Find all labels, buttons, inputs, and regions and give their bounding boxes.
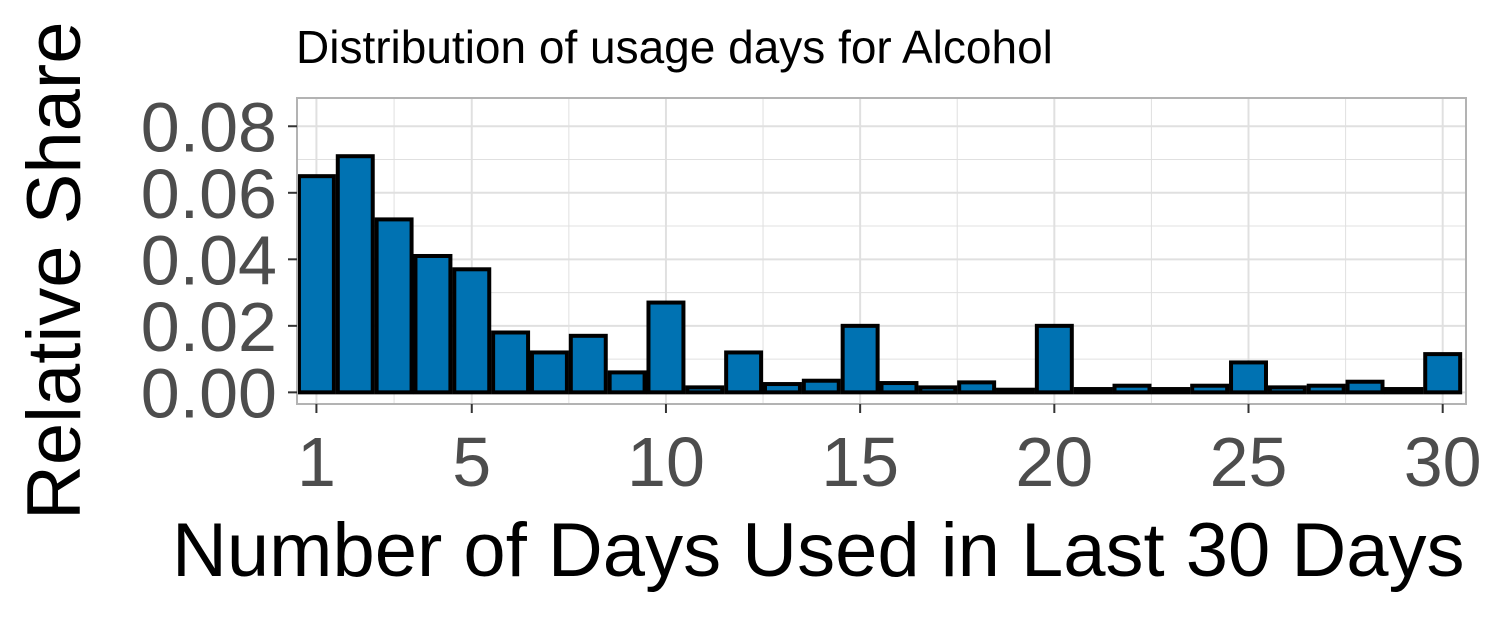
bar [374,217,414,395]
bar [413,253,453,395]
bar [1267,385,1307,395]
bar [452,267,492,395]
x-tick-label: 20 [1015,423,1093,501]
x-tick-label: 5 [452,423,491,501]
bar [1306,383,1346,395]
bar [296,174,336,395]
y-tick-label: 0.00 [141,354,277,432]
bar [1034,323,1074,395]
bar [1112,383,1152,395]
bar [1190,383,1230,395]
bar [1423,352,1463,395]
y-axis-ticks: 0.000.020.040.060.08 [141,88,297,432]
bar [568,333,608,395]
y-tick-label: 0.02 [141,288,277,366]
x-axis-title: Number of Days Used in Last 30 Days [172,508,1465,593]
bar [1229,360,1268,395]
bar [1151,387,1191,395]
bar [335,154,375,395]
x-axis-ticks: 1 5 10 15 20 25 30 [297,404,1482,501]
x-tick-label: 30 [1404,423,1482,501]
bar [607,370,647,395]
bar [957,380,997,395]
y-tick-label: 0.08 [141,88,277,166]
x-tick-label: 10 [627,423,705,501]
bar [685,385,725,395]
chart-title: Distribution of usage days for Alcohol [296,21,1053,73]
bar [762,382,802,395]
x-tick-label: 25 [1210,423,1288,501]
bar [840,323,880,395]
bars [296,154,1463,395]
bar [491,330,531,395]
x-tick-label: 15 [821,423,899,501]
y-axis-title: Relative Share [12,22,97,521]
bar [1384,387,1424,395]
bar [646,300,686,395]
bar [879,381,919,395]
bar [1345,379,1385,395]
x-tick-label: 1 [297,423,336,501]
panel-border [296,97,1467,405]
bar [801,378,841,395]
bar [996,387,1035,395]
bar [918,385,958,395]
y-tick-label: 0.06 [141,155,277,233]
bar [724,350,764,395]
bar [1073,387,1113,395]
y-tick-label: 0.04 [141,221,277,299]
bar [529,350,569,395]
